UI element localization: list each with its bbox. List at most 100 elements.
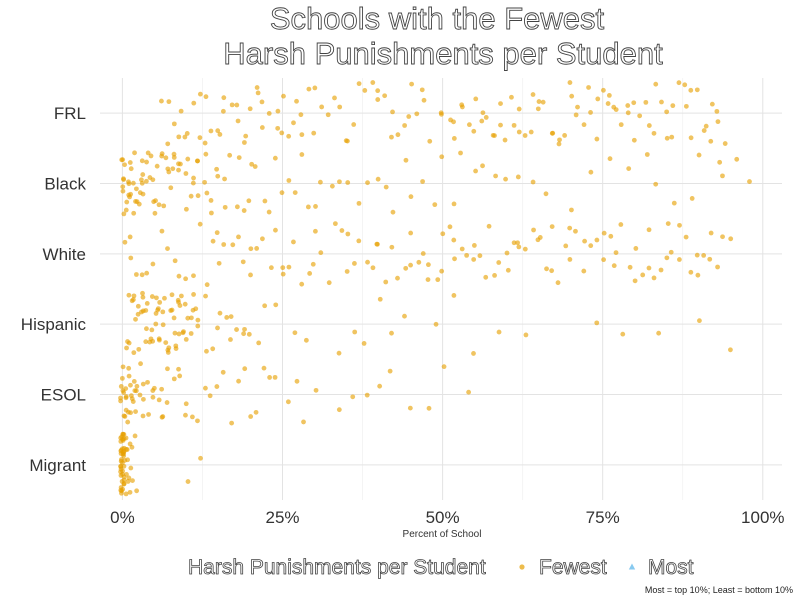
y-tick-label: FRL [54,104,86,123]
data-point [166,345,172,351]
data-point [176,331,182,337]
data-point [121,211,127,217]
data-point [664,109,670,115]
data-point [143,308,149,313]
data-point [425,262,431,268]
data-point [307,271,313,276]
data-point [139,272,145,278]
data-point [496,329,502,335]
data-point [549,268,555,274]
data-point [123,491,129,497]
data-point [351,122,357,127]
data-point [157,299,163,305]
data-point [220,369,226,375]
data-point [119,375,125,381]
data-point [695,272,701,278]
data-point [582,238,588,244]
data-point [483,274,489,280]
data-point [540,99,546,105]
data-point [221,242,227,247]
data-point [188,331,194,336]
data-point [145,379,150,385]
data-point [375,88,381,94]
data-point [402,313,407,319]
data-point [480,110,486,116]
data-point [557,137,562,143]
data-point [389,134,394,140]
data-point [131,210,137,216]
data-point [600,87,606,93]
data-point [451,119,456,125]
data-point [124,345,129,351]
data-point [651,275,657,281]
data-point [601,257,606,263]
data-point [515,174,521,180]
data-point [313,387,319,393]
data-point [275,125,281,131]
data-point [626,166,632,172]
grid [100,78,782,500]
data-point [241,140,247,145]
data-point [653,81,659,87]
data-point [154,295,159,301]
data-point [234,327,239,332]
data-point [202,140,208,146]
data-point [133,199,138,204]
data-point [516,244,522,250]
data-point [172,330,178,336]
data-point [159,414,165,420]
legend-key-fewest [519,564,525,570]
data-point [311,130,317,136]
data-point [221,95,227,101]
data-point [159,228,165,234]
data-point [165,246,170,252]
data-point [243,133,249,139]
data-point [625,110,631,116]
data-point [535,237,541,243]
data-point [230,242,236,248]
data-point [356,81,362,87]
data-point [356,200,362,206]
data-point [575,104,580,110]
data-point [703,123,709,129]
data-point [234,204,240,210]
legend-label-most: Most [648,556,694,579]
data-point [425,277,431,283]
data-point [362,88,368,93]
data-point [159,98,164,104]
data-point [286,264,292,270]
data-point [459,246,465,252]
data-point [171,151,177,157]
data-point [352,261,357,266]
data-point [261,365,267,371]
data-point [498,122,503,128]
data-point [390,109,395,115]
data-point [126,373,132,379]
data-point [144,326,149,332]
data-point [708,138,714,144]
legend-key-most [628,563,636,570]
data-point [734,156,740,162]
data-point [176,299,181,305]
data-point [286,178,292,183]
data-point [337,179,342,185]
data-point [573,228,578,234]
data-point [337,104,343,110]
data-point [544,266,549,272]
data-point [567,225,573,231]
data-point [451,201,457,207]
data-point [178,108,184,114]
data-point [717,159,723,165]
data-point [126,181,132,187]
data-point [195,418,200,424]
data-point [292,190,298,195]
data-point [646,227,652,233]
data-point [416,259,422,265]
data-point [279,190,285,196]
data-point [364,392,370,398]
data-point [181,329,186,335]
data-point [336,350,342,356]
data-point [214,166,220,172]
data-point [242,326,247,332]
data-point [123,395,129,401]
